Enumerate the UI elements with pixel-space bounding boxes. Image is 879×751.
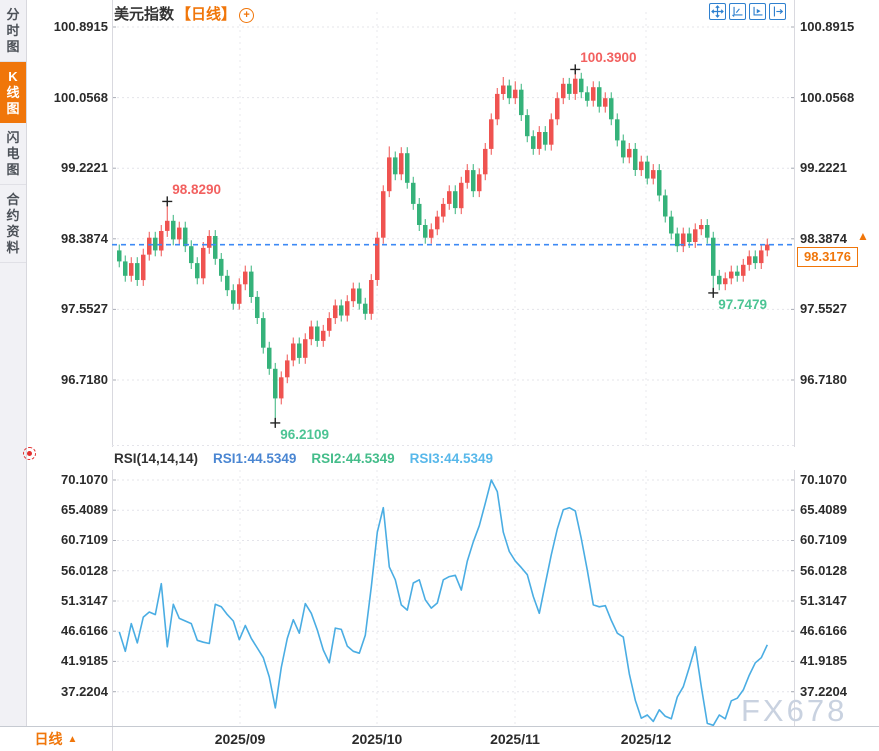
rsi-axis-label: 70.1070 [800,472,847,487]
price-axis-label: 100.8915 [800,19,855,34]
date-axis-label: 2025/09 [214,731,266,747]
rsi-axis-label: 41.9185 [61,653,108,669]
price-annotation: 98.8290 [172,182,222,198]
price-axis-label: 96.7180 [800,372,847,387]
sidebar-item-char: 图 [6,162,20,177]
sidebar-item-char: 图 [6,101,20,116]
rsi-legend-item: RSI2:44.5349 [311,451,395,466]
pan-crosshair-icon [711,5,724,18]
add-indicator-icon[interactable]: + [239,8,255,23]
bottom-bar: 日线 ▲ 2025/09 2025/10 2025/11 2025/12 [0,726,879,751]
chart-toolbar [709,3,786,20]
rsi-chart-plot[interactable] [112,470,795,728]
rsi-axis-label: 60.7109 [800,532,847,548]
price-axis-label: 96.7180 [61,372,108,387]
sidebar-item-char: 合 [6,192,20,207]
sidebar-item-char: 分 [6,7,20,22]
sidebar-item-char: 资 [6,224,20,239]
sidebar-item-2[interactable]: 闪电图 [0,123,26,185]
sidebar-item-char: 闪 [6,130,20,145]
price-axis-label: 97.5527 [800,301,847,317]
price-axis-label: 98.3874 [800,230,847,246]
price-axis-label: 100.8915 [53,19,108,34]
rsi-header: RSI(14,14,14) RSI1:44.5349 RSI2:44.5349 RS… [114,451,493,466]
price-axis-label: 97.5527 [61,301,108,317]
pan-tool-button[interactable] [709,3,726,20]
axis-scale-icon [732,6,743,17]
rsi-legend-item: RSI1:44.5349 [213,451,297,466]
auto-fit-axis-button[interactable] [749,3,766,20]
current-price-box: 98.3176 [797,247,858,267]
price-annotation: 96.2109 [280,426,330,442]
rsi-title: RSI(14,14,14) [114,451,199,466]
period-tag: 【日线】 [176,6,237,23]
price-annotation: 97.7479 [718,296,768,312]
price-axis-label: 99.2221 [800,160,847,176]
rsi-axis-label: 46.6166 [800,623,847,639]
period-label: 日线 [34,731,63,747]
sidebar-item-char: 约 [6,208,20,223]
sidebar-item-char: 图 [6,39,20,54]
exit-chart-button[interactable] [769,3,786,20]
sidebar-item-char: 电 [6,146,20,161]
rsi-axis-label: 51.3147 [61,592,108,608]
rsi-axis-label: 65.4089 [800,502,847,518]
price-up-arrow-icon: ▲ [857,229,869,243]
date-axis-label: 2025/11 [490,731,540,747]
price-axis-label: 100.0568 [800,89,855,105]
price-axis-label: 98.3874 [61,230,108,246]
rsi-legend-item: RSI3:44.5349 [409,451,493,466]
main-chart-plot[interactable] [112,0,795,447]
rsi-axis-label: 56.0128 [61,562,108,578]
date-axis-label: 2025/10 [351,731,403,747]
rsi-axis-label: 60.7109 [61,532,108,548]
rsi-axis-label: 51.3147 [800,592,847,608]
chart-title: 美元指数 【日线】 + [114,3,255,24]
rsi-axis-label: 37.2204 [800,683,847,699]
sidebar-item-char: K [8,69,18,84]
period-selector[interactable]: 日线 ▲ [0,727,113,751]
rsi-legend: RSI1:44.5349 RSI2:44.5349 RSI3:44.5349 [213,451,493,466]
date-axis-label: 2025/12 [620,731,672,747]
rsi-axis-label: 70.1070 [61,472,108,487]
sidebar-item-3[interactable]: 合约资料 [0,185,26,263]
rsi-axis-label: 37.2204 [61,683,108,699]
auto-fit-axis-icon [753,6,763,16]
period-dropdown-icon: ▲ [67,733,78,745]
rsi-axis-label: 46.6166 [61,623,108,639]
rsi-axis-label: 65.4089 [61,502,108,518]
sidebar-item-char: 时 [6,23,20,38]
price-axis-label: 100.0568 [53,89,108,105]
symbol-name: 美元指数 [114,6,175,23]
sidebar-item-char: 料 [6,240,20,255]
price-annotation: 100.3900 [580,50,637,66]
sidebar-item-0[interactable]: 分时图 [0,0,26,62]
price-axis-label: 99.2221 [61,160,108,176]
rsi-axis-label: 41.9185 [800,653,847,669]
exit-chart-icon [773,6,784,17]
sidebar-item-char: 线 [6,85,20,100]
indicator-settings-icon[interactable] [23,447,36,460]
axis-scale-button[interactable] [729,3,746,20]
rsi-axis-label: 56.0128 [800,562,847,578]
